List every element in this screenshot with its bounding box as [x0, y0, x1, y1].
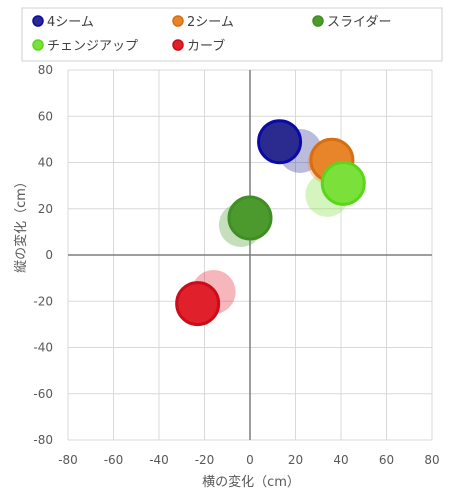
x-axis-title: 横の変化（cm） [202, 474, 300, 490]
data-point-3 [320, 160, 366, 206]
x-tick-label: 40 [333, 453, 348, 467]
legend-marker-0 [32, 15, 44, 27]
y-tick-label: 20 [38, 202, 53, 216]
x-tick-label: 80 [424, 453, 439, 467]
legend-label-3: チェンジアップ [47, 39, 138, 54]
legend-label-4: カーブ [187, 38, 225, 54]
legend-marker-1 [172, 15, 184, 27]
x-tick-labels: -80 -60 -40 -20 0 20 40 60 80 [58, 453, 439, 467]
y-tick-label: 0 [45, 248, 53, 262]
x-tick-label: -20 [195, 453, 215, 467]
x-tick-label: 60 [379, 453, 394, 467]
y-tick-label: 80 [38, 63, 53, 77]
x-tick-label: 20 [288, 453, 303, 467]
legend-label-0: 4シーム [47, 15, 94, 30]
legend-marker-3 [32, 39, 44, 51]
x-tick-label: -80 [58, 453, 78, 467]
x-tick-label: 0 [246, 453, 254, 467]
legend-marker-2 [312, 15, 324, 27]
legend-marker-4 [172, 39, 184, 51]
legend-label-1: 2シーム [187, 15, 234, 30]
legend-label-2: スライダー [327, 15, 391, 30]
data-point-2 [227, 195, 273, 241]
y-tick-label: -40 [33, 341, 53, 355]
x-tick-label: -40 [149, 453, 169, 467]
y-axis-title: 縦の変化（cm） [13, 175, 29, 273]
x-tick-label: -60 [104, 453, 124, 467]
data-points [175, 119, 366, 327]
data-point-4 [175, 281, 221, 327]
data-point-0 [257, 119, 303, 165]
axes [68, 70, 432, 440]
y-tick-label: -80 [33, 433, 53, 447]
legend-box [21, 7, 443, 62]
y-tick-label: -60 [33, 387, 53, 401]
y-tick-label: 60 [38, 109, 53, 123]
y-tick-labels: 80 60 40 20 0 -20 -40 -60 -80 [33, 63, 53, 447]
y-tick-label: 40 [38, 156, 53, 170]
y-tick-label: -20 [33, 294, 53, 308]
